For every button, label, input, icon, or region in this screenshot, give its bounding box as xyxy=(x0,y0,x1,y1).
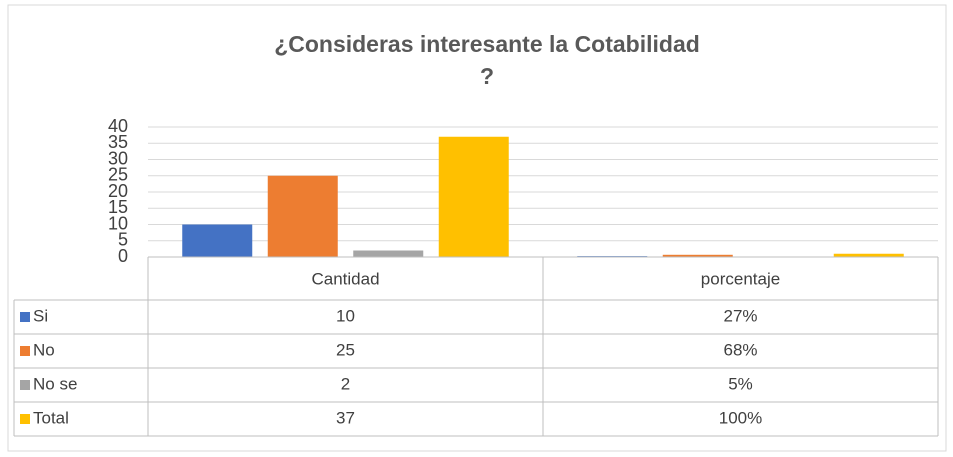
legend-label: No xyxy=(33,340,55,359)
bar xyxy=(182,224,253,257)
table-cell: 5% xyxy=(728,374,753,393)
y-tick-label: 5 xyxy=(118,230,128,250)
legend-label: No se xyxy=(33,374,77,393)
table-cell: 37 xyxy=(336,408,355,427)
y-tick-label: 30 xyxy=(108,148,128,168)
legend-key xyxy=(20,346,30,356)
legend-key xyxy=(20,380,30,390)
bar xyxy=(353,250,424,257)
y-tick-label: 10 xyxy=(108,213,128,233)
y-tick-label: 25 xyxy=(108,165,128,185)
chart-title: ¿Consideras interesante la Cotabilidad xyxy=(274,31,700,57)
table-cell: 25 xyxy=(336,340,355,359)
table-cell: 2 xyxy=(341,374,350,393)
chart-title: ? xyxy=(480,63,494,89)
legend-key xyxy=(20,312,30,322)
bar xyxy=(662,254,733,257)
y-tick-label: 0 xyxy=(118,246,128,266)
y-tick-label: 35 xyxy=(108,132,128,152)
legend-key xyxy=(20,414,30,424)
legend-label: Si xyxy=(33,306,48,325)
bar xyxy=(833,253,904,257)
table-cell: 100% xyxy=(719,408,762,427)
y-tick-label: 20 xyxy=(108,181,128,201)
bar xyxy=(438,136,509,257)
x-tick-label: Cantidad xyxy=(311,269,379,288)
table-cell: 27% xyxy=(723,306,757,325)
bar xyxy=(267,175,338,257)
table-cell: 68% xyxy=(723,340,757,359)
legend-label: Total xyxy=(33,408,69,427)
table-cell: 10 xyxy=(336,306,355,325)
y-tick-label: 40 xyxy=(108,116,128,136)
x-tick-label: porcentaje xyxy=(701,269,780,288)
y-tick-label: 15 xyxy=(108,197,128,217)
